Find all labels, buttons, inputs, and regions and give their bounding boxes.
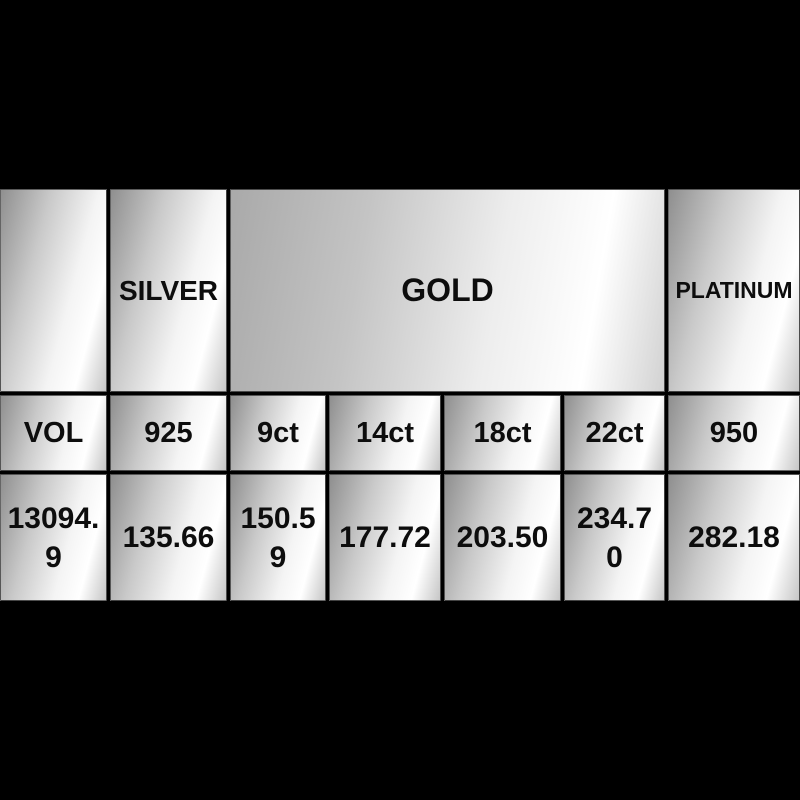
value-platinum-950: 282.18	[668, 474, 800, 601]
col-header-950: 950	[668, 395, 800, 471]
col-header-18ct: 18ct	[444, 395, 561, 471]
header-silver-cell: SILVER	[110, 189, 227, 392]
header-platinum-cell: PLATINUM	[668, 189, 800, 392]
value-gold-18ct: 203.50	[444, 474, 561, 601]
metal-rates-board: SILVER GOLD PLATINUM VOL 925 9ct 14ct 18…	[0, 189, 800, 601]
col-header-22ct: 22ct	[564, 395, 665, 471]
value-vol: 13094. 9	[0, 474, 107, 601]
header-gold-cell: GOLD	[230, 189, 665, 392]
col-header-14ct: 14ct	[329, 395, 441, 471]
col-header-925: 925	[110, 395, 227, 471]
value-gold-14ct: 177.72	[329, 474, 441, 601]
value-silver-925: 135.66	[110, 474, 227, 601]
value-gold-9ct: 150.5 9	[230, 474, 326, 601]
value-gold-22ct: 234.7 0	[564, 474, 665, 601]
col-header-vol: VOL	[0, 395, 107, 471]
col-header-9ct: 9ct	[230, 395, 326, 471]
header-blank-cell	[0, 189, 107, 392]
